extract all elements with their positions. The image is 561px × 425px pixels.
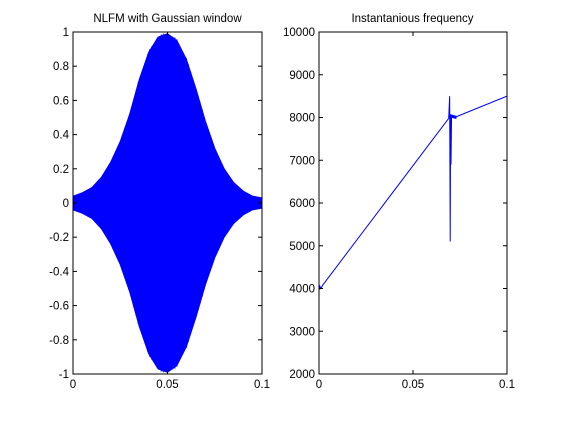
left-ytick-label: -1 bbox=[59, 369, 69, 381]
right-xtick-label: 0 bbox=[316, 379, 322, 391]
plot-area bbox=[318, 31, 508, 375]
left-ytick-label: -0.6 bbox=[49, 301, 69, 313]
chart-title: Instantanious frequency bbox=[351, 13, 473, 25]
right-ytick-label: 9000 bbox=[289, 70, 315, 82]
right-xtick-label: 0.1 bbox=[499, 379, 515, 391]
chart-instantaneous-frequency: Instantanious frequency 2000 3000 4000 5000… bbox=[283, 13, 515, 391]
left-ytick-label: 0.2 bbox=[53, 164, 69, 176]
y-axis: -1 -0.8 -0.6 -0.4 -0.2 0 0.2 0.4 0.6 0.8 1 bbox=[49, 27, 262, 381]
right-ytick-label: 8000 bbox=[289, 113, 315, 125]
right-ytick-label: 2000 bbox=[289, 369, 315, 381]
y-axis: 2000 3000 4000 5000 6000 7000 8000 9000 10000 bbox=[283, 27, 507, 381]
left-ytick-label: 1 bbox=[63, 27, 69, 39]
left-xtick-label: 0.05 bbox=[156, 379, 178, 391]
right-ytick-label: 5000 bbox=[289, 241, 315, 253]
chart-title: NLFM with Gaussian window bbox=[93, 13, 242, 25]
left-ytick-label: -0.4 bbox=[49, 266, 69, 278]
left-ytick-label: 0.4 bbox=[53, 130, 70, 142]
right-ytick-label: 3000 bbox=[289, 326, 315, 338]
series-line bbox=[318, 95, 508, 291]
frequency-transition-band bbox=[448, 113, 457, 119]
x-axis: 0 0.05 0.1 bbox=[316, 32, 515, 391]
x-axis: 0 0.05 0.1 bbox=[70, 32, 270, 391]
right-xtick-label: 0.05 bbox=[402, 379, 424, 391]
left-ytick-label: 0.6 bbox=[53, 95, 69, 107]
right-ytick-label: 10000 bbox=[283, 27, 315, 39]
left-xtick-label: 0.1 bbox=[254, 379, 270, 391]
right-ytick-label: 6000 bbox=[289, 198, 315, 210]
left-ytick-label: 0.8 bbox=[53, 61, 69, 73]
left-xtick-label: 0 bbox=[70, 379, 76, 391]
left-ytick-label: -0.8 bbox=[49, 335, 69, 347]
left-ytick-label: -0.2 bbox=[49, 232, 69, 244]
right-ytick-label: 7000 bbox=[289, 155, 315, 167]
right-ytick-label: 4000 bbox=[289, 284, 315, 296]
left-ytick-label: 0 bbox=[63, 198, 69, 210]
chart-nlfm: NLFM with Gaussian window -1 -0.8 -0.6 -0.4… bbox=[49, 13, 270, 391]
